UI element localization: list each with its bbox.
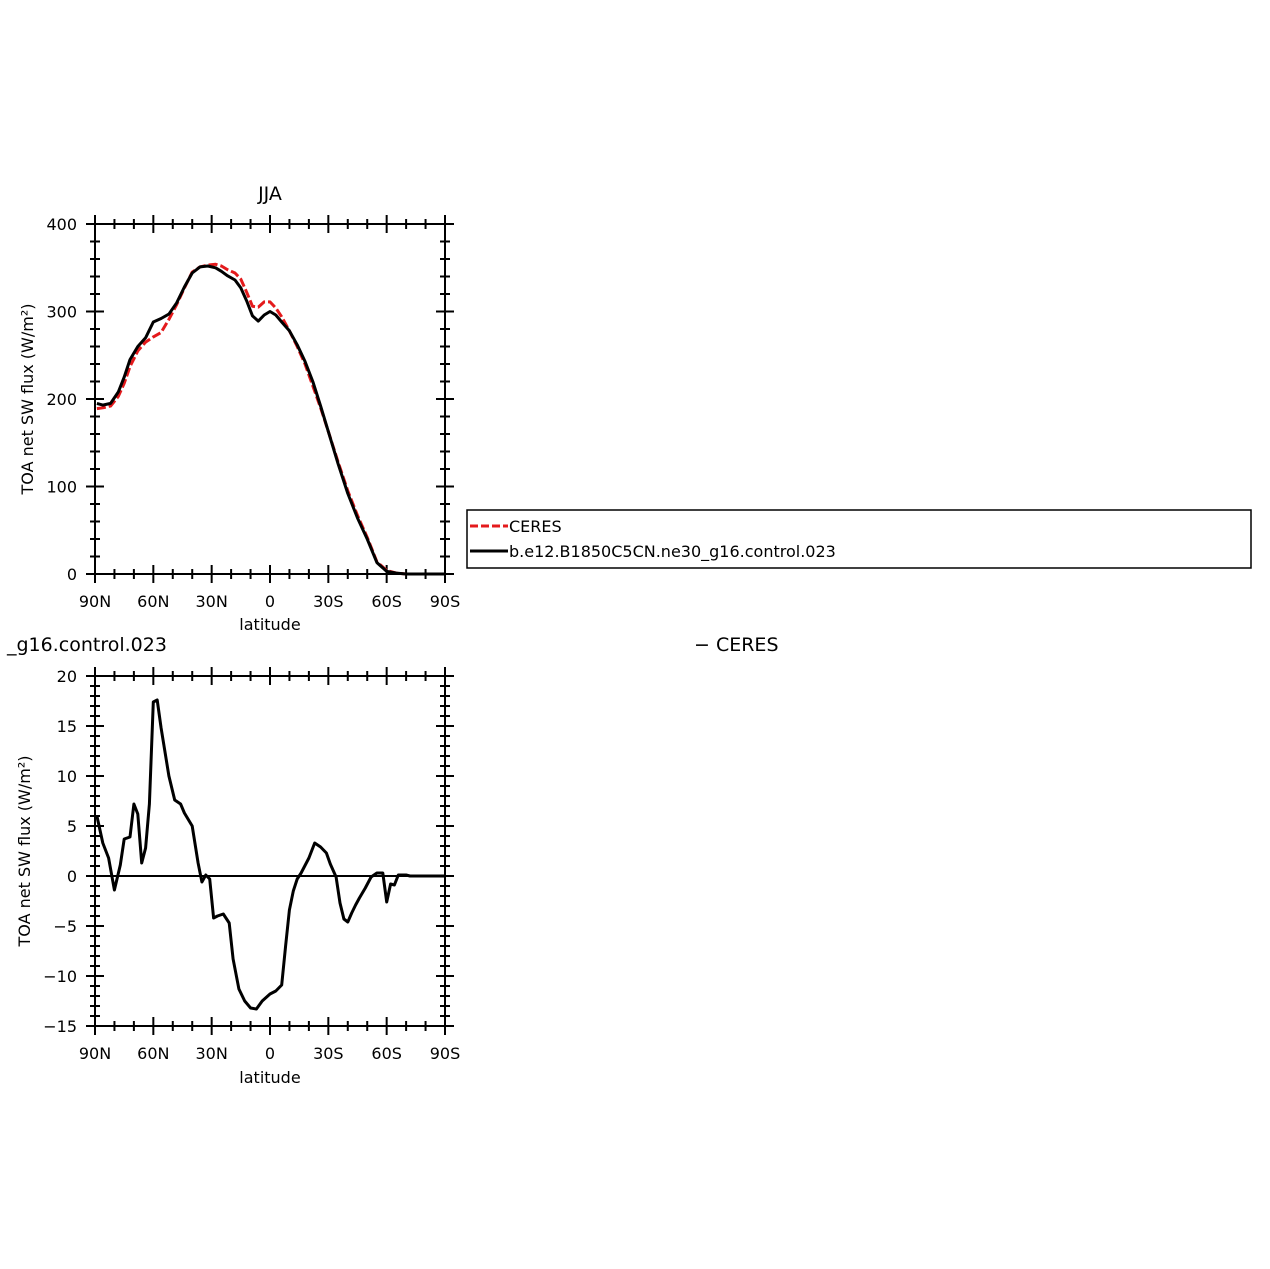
bottom-series-line-difference — [95, 698, 445, 1011]
bottom-x-tick-label: 30N — [196, 1044, 228, 1063]
bottom-y-tick-label: 10 — [57, 767, 77, 786]
bottom-x-tick-label: 60N — [137, 1044, 169, 1063]
top-series-lines — [96, 262, 445, 576]
bottom-x-tick-label: 90N — [79, 1044, 111, 1063]
bottom-x-tick-label: 90S — [430, 1044, 461, 1063]
bottom-y-tick-label: 5 — [67, 817, 77, 836]
bottom-x-tick-label: 60S — [371, 1044, 402, 1063]
bottom-y-tick-label: 0 — [67, 867, 77, 886]
bottom-plot-frame — [94, 675, 446, 1027]
top-line-chart: JJA TOA net SW flux (W/m²) latitude 90N 6… — [18, 183, 460, 634]
top-x-tick-label: 90N — [79, 592, 111, 611]
top-y-tick-label: 0 — [67, 565, 77, 584]
top-x-tick-label: 30N — [196, 592, 228, 611]
top-chart-title: JJA — [257, 183, 282, 205]
top-y-tick-label: 100 — [46, 478, 77, 497]
bottom-chart-title-left: _g16.control.023 — [6, 634, 167, 656]
top-y-tick-label: 300 — [46, 303, 77, 322]
legend: CERES b.e12.B1850C5CN.ne30_g16.control.0… — [466, 509, 1252, 569]
bottom-y-tick-label: 15 — [57, 717, 77, 736]
top-x-tick-label: 60N — [137, 592, 169, 611]
top-x-tick-label: 90S — [430, 592, 461, 611]
bottom-line-chart: _g16.control.023 − CERES TOA net SW flux… — [6, 634, 779, 1087]
bottom-y-tick-label: −15 — [43, 1017, 77, 1036]
legend-box — [466, 509, 1252, 569]
bottom-x-tick-label: 30S — [313, 1044, 344, 1063]
bottom-y-tick-label: −5 — [53, 917, 77, 936]
bottom-x-tick-label: 0 — [265, 1044, 275, 1063]
bottom-chart-title-right: − CERES — [694, 634, 779, 656]
bottom-y-tick-label: −10 — [43, 967, 77, 986]
top-x-tick-label: 60S — [371, 592, 402, 611]
bottom-y-axis-label: TOA net SW flux (W/m²) — [15, 756, 34, 948]
legend-model-label: b.e12.B1850C5CN.ne30_g16.control.023 — [509, 542, 836, 562]
legend-ceres-label: CERES — [509, 517, 562, 536]
top-y-tick-label: 400 — [46, 215, 77, 234]
top-y-tick-label: 200 — [46, 390, 77, 409]
bottom-y-tick-label: 20 — [57, 667, 77, 686]
bottom-axis-tick-labels: 90N 60N 30N 0 30S 60S 90S −15 −10 −5 0 5 10 15 20 — [43, 667, 460, 1063]
top-plot-frame — [94, 223, 446, 575]
top-x-tick-label: 30S — [313, 592, 344, 611]
bottom-series-lines — [95, 698, 445, 1011]
top-y-axis-label: TOA net SW flux (W/m²) — [18, 304, 37, 496]
bottom-x-axis-label: latitude — [239, 1068, 300, 1087]
top-series-line-b-e12-b1850c5cn-ne30-g16-control-023 — [96, 264, 445, 576]
top-x-axis-label: latitude — [239, 615, 300, 634]
top-x-tick-label: 0 — [265, 592, 275, 611]
top-axis-tick-labels: 90N 60N 30N 0 30S 60S 90S 0 100 200 300 400 — [46, 215, 460, 611]
